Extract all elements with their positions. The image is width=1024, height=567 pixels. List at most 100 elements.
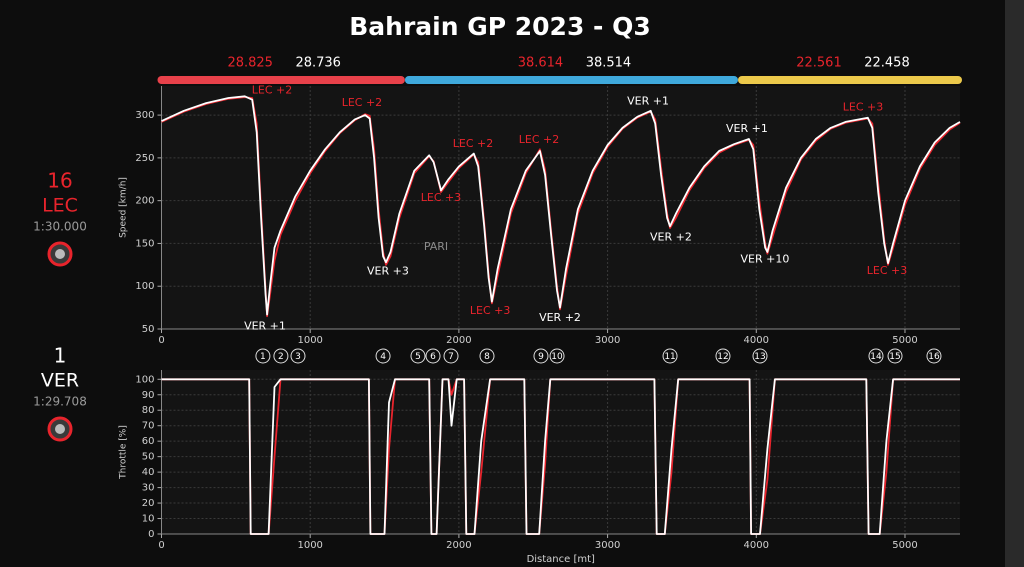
x-axis-label: Distance [mt] [527,554,595,565]
annotation: LEC +2 [252,83,292,96]
y-tick-label: 150 [135,238,154,249]
y-tick-label: 250 [135,153,154,164]
sector-time: 28.825 [227,56,273,71]
corner-label: 3 [295,352,301,362]
driver-number: 1 [54,344,67,368]
annotation: VER +1 [244,319,286,332]
corner-marker [443,348,459,364]
x-tick-label: 3000 [595,540,620,551]
sector-bar [404,76,738,84]
sector-bar [737,76,962,84]
annotation: LEC +2 [342,96,382,109]
corner-label: 12 [717,352,728,362]
lap-time: 1:29.708 [33,395,87,409]
y-tick-label: 60 [142,436,155,447]
annotation: VER +3 [367,265,409,278]
y-tick-label: 100 [135,281,154,292]
x-tick-label: 1000 [297,540,322,551]
plot-area [161,86,960,329]
x-tick-label: 4000 [744,540,769,551]
corner-marker [662,348,678,364]
y-tick-label: 0 [148,529,154,540]
y-tick-label: 90 [142,390,155,401]
corner-label: 2 [278,352,284,362]
x-tick-label: 0 [158,540,164,551]
chart-title: Bahrain GP 2023 - Q3 [349,12,651,41]
y-tick-label: 300 [135,110,154,121]
corner-marker [375,348,391,364]
driver-code: LEC [42,195,78,217]
x-tick-label: 0 [158,335,164,346]
y-axis-label: Throttle [%] [119,425,129,480]
corner-marker [273,348,289,364]
driver-number: 16 [47,169,72,193]
corner-label: 11 [664,352,675,362]
y-tick-label: 50 [142,452,155,463]
corner-marker [926,348,942,364]
corner-label: 7 [448,352,454,362]
tyre-icon [47,416,73,442]
y-axis-label: Speed [km/h] [119,177,129,238]
y-tick-label: 40 [142,467,155,478]
sector-time: 38.514 [586,56,632,71]
driver-code: VER [41,370,79,392]
lap-time: 1:30.000 [33,220,87,234]
corner-marker [868,348,884,364]
corner-label: 5 [415,352,421,362]
annotation: VER +10 [740,253,789,266]
annotation: VER +1 [627,94,669,107]
corner-label: 4 [380,352,386,362]
y-tick-label: 20 [142,498,155,509]
corner-marker [549,348,565,364]
corner-marker [255,348,271,364]
corner-label: 16 [928,352,940,362]
corner-label: 1 [260,352,266,362]
annotation: VER +1 [726,122,768,135]
corner-label: 9 [538,352,544,362]
annotation: LEC +3 [867,264,907,277]
x-tick-label: 4000 [744,335,769,346]
corner-label: 6 [430,352,436,362]
annotation: LEC +3 [470,304,510,317]
sector-time: 22.561 [796,56,842,71]
y-tick-label: 30 [142,483,155,494]
annotation: VER +2 [539,311,581,324]
y-tick-label: 80 [142,405,155,416]
corner-marker [290,348,306,364]
corner-marker [533,348,549,364]
x-tick-label: 2000 [446,540,471,551]
annotation: LEC +3 [843,100,883,113]
corner-label: 8 [484,352,490,362]
sector-time: 38.614 [518,56,564,71]
corner-label: 13 [754,352,765,362]
corner-marker [479,348,495,364]
corner-marker [410,348,426,364]
corner-marker [752,348,768,364]
sector-time: 28.736 [295,56,341,71]
annotation: PARI [424,240,448,253]
corner-marker [425,348,441,364]
tyre-icon [47,241,73,267]
corner-label: 14 [870,352,882,362]
x-tick-label: 3000 [595,335,620,346]
annotation: LEC +2 [519,133,559,146]
x-tick-label: 5000 [892,335,917,346]
series-line [161,96,961,318]
corner-marker [715,348,731,364]
corner-label: 15 [889,352,900,362]
side-strip [1005,0,1024,567]
corner-label: 10 [551,352,563,362]
y-tick-label: 200 [135,196,154,207]
annotation: VER +2 [650,230,692,243]
annotation: LEC +2 [453,137,493,150]
series-line [161,378,960,535]
series-line [161,95,961,316]
y-tick-label: 100 [135,374,154,385]
y-tick-label: 10 [142,514,155,525]
sector-time: 22.458 [864,56,910,71]
x-tick-label: 2000 [446,335,471,346]
sector-bar [157,76,405,84]
y-tick-label: 50 [142,324,155,335]
corner-marker [887,348,903,364]
